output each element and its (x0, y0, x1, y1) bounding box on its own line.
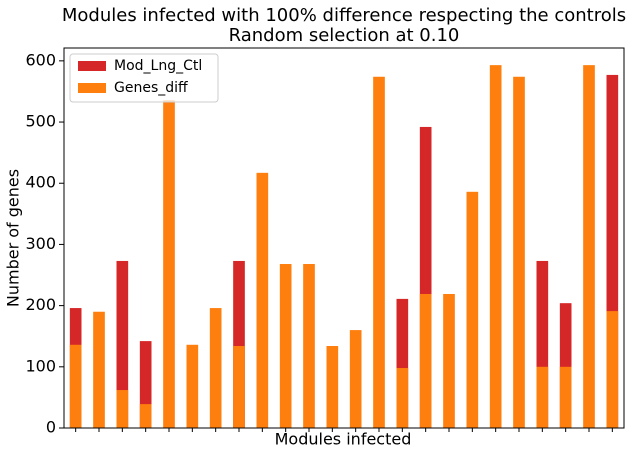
bar (419, 126, 432, 428)
bar (466, 191, 479, 428)
y-tick-label: 100 (25, 356, 56, 375)
bar (279, 264, 292, 428)
y-tick-label: 0 (46, 418, 56, 437)
x-axis-label: Modules infected (275, 430, 412, 449)
bar (69, 344, 82, 428)
y-tick-label: 500 (25, 112, 56, 131)
y-tick-label: 200 (25, 295, 56, 314)
y-tick-label: 600 (25, 50, 56, 69)
y-axis-label: Number of genes (4, 169, 23, 307)
bar (256, 172, 269, 428)
bar (326, 346, 339, 428)
bar (536, 366, 549, 428)
bar (373, 76, 385, 428)
bar (186, 344, 199, 428)
y-tick-label: 400 (25, 173, 56, 192)
legend-label: Genes_diff (114, 80, 188, 96)
bar (559, 303, 572, 428)
bar (349, 330, 362, 428)
bar (233, 260, 245, 428)
bar (396, 298, 409, 428)
bar (443, 293, 455, 428)
bar (396, 368, 409, 428)
legend-box (69, 53, 219, 103)
bar (209, 308, 222, 428)
bar (139, 341, 152, 428)
legend-swatch (78, 83, 106, 93)
legend-swatch (78, 61, 106, 71)
bar (303, 264, 315, 428)
bar (233, 346, 245, 428)
bar (139, 404, 152, 428)
bar (583, 65, 595, 428)
chart-subtitle: Random selection at 0.10 (229, 25, 460, 46)
bar (116, 390, 129, 428)
bar (163, 100, 175, 429)
chart-title: Modules infected with 100% difference re… (62, 5, 626, 26)
bar (606, 311, 619, 428)
bar (536, 260, 549, 428)
bar (116, 260, 129, 428)
legend-label: Mod_Lng_Ctl (114, 58, 202, 74)
bar (93, 311, 105, 428)
bar (559, 366, 572, 428)
bar (513, 76, 525, 428)
plot-frame (63, 47, 625, 429)
bar (419, 293, 432, 428)
y-tick-label: 300 (25, 234, 56, 253)
bar (606, 74, 619, 428)
bar (489, 65, 502, 428)
